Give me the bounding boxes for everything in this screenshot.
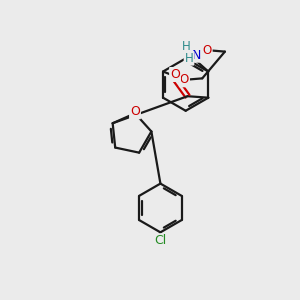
- Text: H: H: [184, 52, 194, 65]
- Text: O: O: [170, 68, 180, 81]
- Text: N: N: [192, 49, 201, 62]
- Text: H: H: [182, 40, 191, 53]
- Text: O: O: [130, 105, 140, 118]
- Text: Cl: Cl: [154, 234, 167, 247]
- Text: O: O: [202, 44, 212, 57]
- Text: O: O: [180, 74, 189, 86]
